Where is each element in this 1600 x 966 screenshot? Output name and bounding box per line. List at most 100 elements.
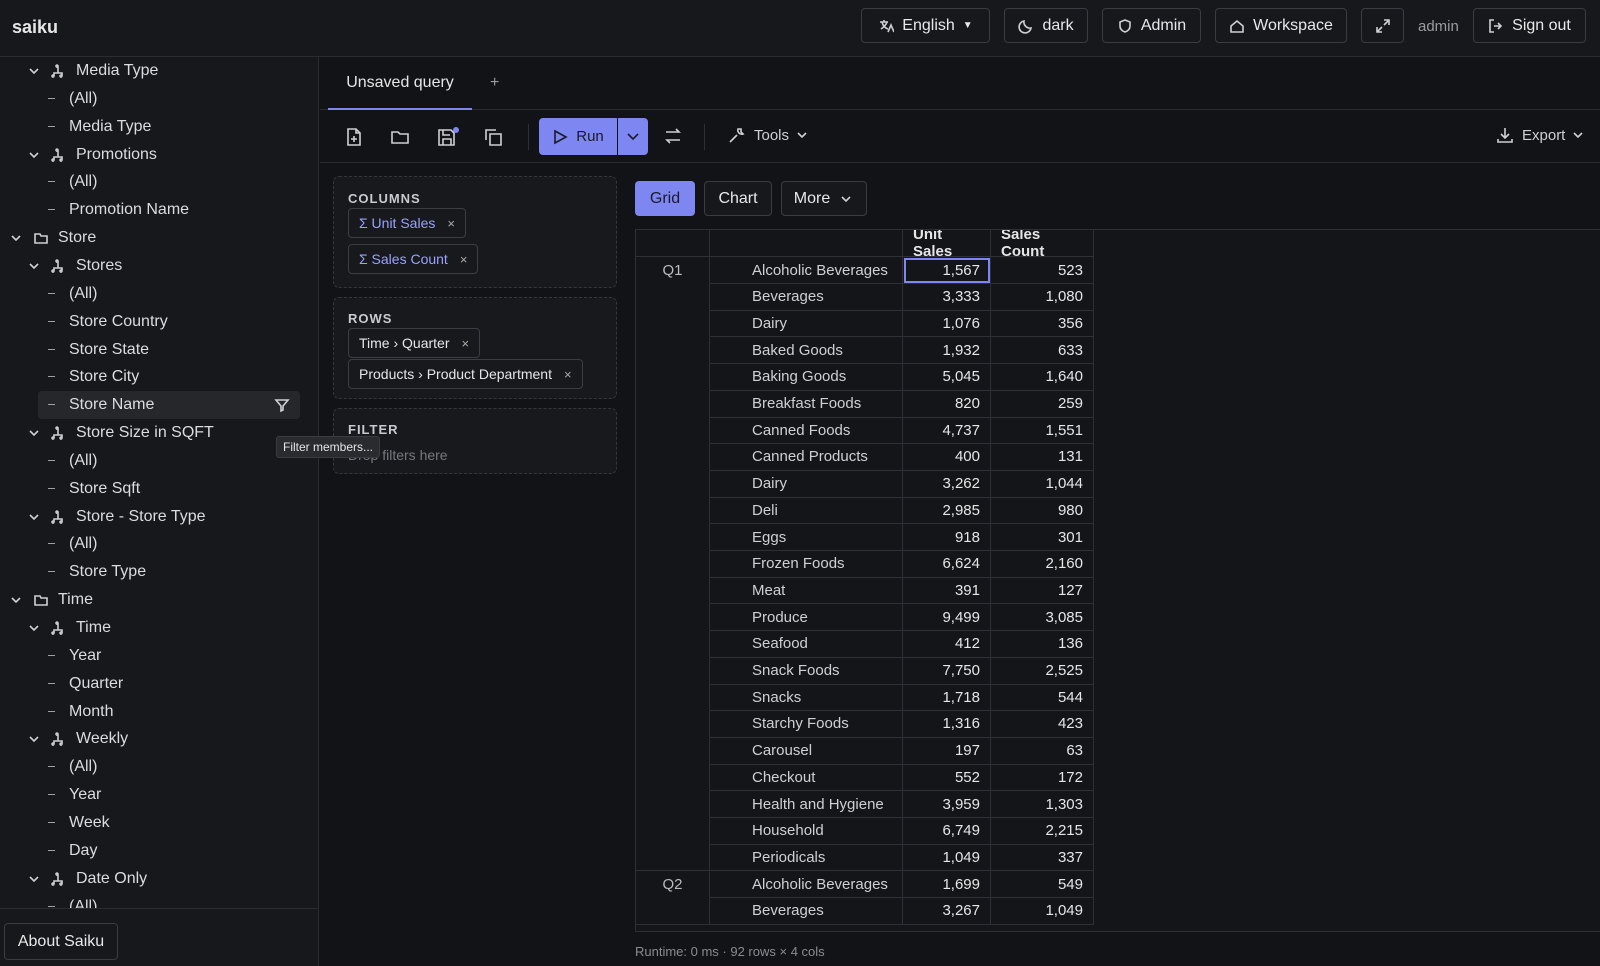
tree-item[interactable]: Month	[0, 698, 318, 726]
tree-item[interactable]: Store Type	[0, 558, 318, 586]
tools-button[interactable]: Tools	[728, 126, 807, 144]
chip[interactable]: Time › Quarter ×	[348, 328, 481, 358]
tree-item[interactable]: Promotion Name	[0, 196, 318, 224]
row-header-empty	[636, 524, 710, 551]
tree-label: Quarter	[69, 674, 124, 692]
run-menu[interactable]	[618, 118, 648, 155]
tooltip: Filter members...	[276, 436, 381, 458]
about-button[interactable]: About Saiku	[4, 923, 118, 960]
chip[interactable]: Σ Unit Sales ×	[348, 208, 466, 238]
tree-item[interactable]: (All)	[0, 280, 318, 308]
tree-item[interactable]: Media Type	[0, 57, 318, 85]
tree-item[interactable]: Time	[0, 614, 318, 642]
tree-item[interactable]: Week	[0, 809, 318, 837]
view-label: Chart	[718, 189, 758, 207]
tree-item[interactable]: (All)	[0, 530, 318, 558]
node-icon	[51, 509, 63, 524]
tree-item[interactable]: Promotions	[0, 141, 318, 169]
export-button[interactable]: Export	[1496, 126, 1583, 144]
chevron	[1573, 131, 1583, 138]
tree-item[interactable]: Store	[0, 224, 318, 252]
run-button[interactable]: Run	[539, 118, 617, 155]
tree-item[interactable]: Store - Store Type	[0, 503, 318, 531]
workspace-button[interactable]: Workspace	[1215, 8, 1347, 43]
node-icon	[34, 595, 48, 606]
play-icon	[554, 129, 568, 144]
dash	[48, 794, 55, 796]
tree-item[interactable]: (All)	[0, 753, 318, 781]
tree-label: (All)	[69, 451, 98, 469]
chip-remove[interactable]: ×	[563, 366, 572, 382]
tree-item[interactable]: Time	[0, 586, 318, 614]
tree-label: Stores	[76, 256, 123, 274]
tree-item[interactable]: Stores	[0, 252, 318, 280]
export: Export	[1522, 126, 1566, 144]
row-member: Seafood	[710, 630, 903, 658]
row-member: Checkout	[710, 764, 903, 792]
admin-button[interactable]: Admin	[1102, 8, 1201, 43]
tree-item[interactable]: Store Sqft	[0, 475, 318, 503]
tree-item[interactable]: Date Only	[0, 865, 318, 893]
language-button[interactable]: English ▼	[861, 8, 990, 43]
node-icon	[51, 426, 63, 440]
row-header-empty	[636, 844, 710, 872]
row-header-empty	[636, 390, 710, 418]
separator	[528, 124, 529, 150]
tree-item[interactable]: Day	[0, 837, 318, 865]
tree-item[interactable]: (All)	[0, 447, 318, 475]
chip[interactable]: Σ Sales Count ×	[348, 244, 479, 274]
download-icon	[1497, 128, 1513, 143]
new-icon[interactable]	[344, 127, 364, 147]
tree-item[interactable]: Store State	[0, 336, 318, 364]
tree-item[interactable]: Store Name	[38, 391, 300, 420]
cell-value: 1,303	[991, 791, 1094, 818]
tree-item[interactable]: Year	[0, 781, 318, 809]
dash	[48, 459, 55, 461]
tree-item[interactable]: (All)	[0, 168, 318, 196]
row-header-empty	[636, 630, 710, 658]
tree-label: (All)	[69, 758, 98, 776]
row-member: Breakfast Foods	[710, 390, 903, 418]
tree-item[interactable]: Year	[0, 642, 318, 670]
tree-item[interactable]: Store City	[0, 363, 318, 391]
row-header-empty	[636, 764, 710, 792]
swap-icon[interactable]	[663, 126, 683, 146]
view-button[interactable]: Chart	[704, 181, 772, 216]
tab[interactable]: Unsaved query	[328, 57, 472, 110]
chevron	[29, 736, 39, 743]
tree-label: Media Type	[76, 62, 159, 79]
cell-value: 356	[991, 310, 1094, 338]
cell-value: 1,932	[903, 337, 991, 365]
column-header: Sales Count	[991, 230, 1094, 260]
tab-bar: Unsaved query +	[320, 57, 1600, 110]
tree-label: Media Type	[69, 117, 152, 135]
open-icon[interactable]	[390, 127, 410, 147]
chip-remove[interactable]: ×	[447, 215, 455, 231]
row-member: Snacks	[710, 684, 903, 712]
tree-label: Day	[69, 841, 98, 859]
header-cell	[636, 230, 710, 257]
cell-value: 131	[991, 443, 1094, 471]
chip-remove[interactable]: ×	[459, 251, 468, 267]
header-cell	[710, 230, 903, 257]
tree-item[interactable]: Store Country	[0, 308, 318, 336]
theme-button[interactable]: dark	[1004, 8, 1088, 43]
view-button[interactable]: More	[781, 181, 867, 216]
tree-item[interactable]: Media Type	[0, 113, 318, 141]
add-tab[interactable]: +	[490, 74, 500, 91]
save-icon[interactable]	[437, 127, 459, 147]
chip-remove[interactable]: ×	[461, 335, 470, 351]
tree-label: Store Size in SQFT	[76, 424, 214, 442]
tree-item[interactable]: Weekly	[0, 725, 318, 753]
tree-item[interactable]: (All)	[0, 85, 318, 113]
tree-item[interactable]: (All)	[0, 893, 318, 909]
copy-icon[interactable]	[483, 127, 503, 147]
tree-label: Weekly	[76, 730, 129, 748]
sign-out-button[interactable]: Sign out	[1473, 8, 1586, 43]
tree-item[interactable]: Store Size in SQFT	[0, 419, 318, 447]
cell-value: 4,737	[903, 417, 991, 445]
chip[interactable]: Products › Product Department ×	[348, 359, 583, 389]
fullscreen-button[interactable]	[1361, 8, 1404, 43]
tree-item[interactable]: Quarter	[0, 670, 318, 698]
view-button[interactable]: Grid	[635, 181, 695, 216]
